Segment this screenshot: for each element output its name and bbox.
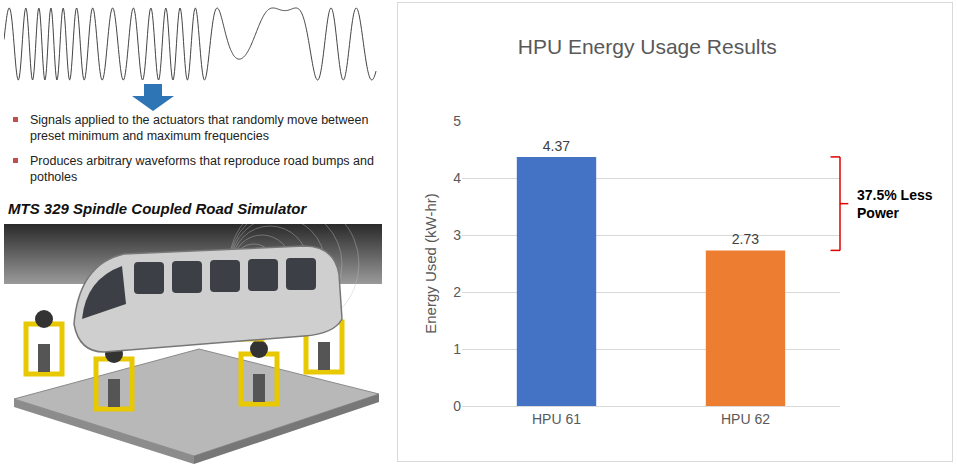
svg-text:37.5% LessPower: 37.5% LessPower — [857, 187, 933, 221]
svg-text:2.73: 2.73 — [732, 231, 759, 247]
svg-text:3: 3 — [453, 227, 461, 243]
svg-text:2: 2 — [453, 284, 461, 300]
svg-text:HPU 61: HPU 61 — [532, 411, 581, 427]
svg-text:0: 0 — [453, 398, 461, 414]
svg-text:HPU Energy Usage Results: HPU Energy Usage Results — [518, 35, 777, 58]
html-text:Signals applied to the actuato: Signals applied to the actuators that ra… — [30, 113, 369, 143]
svg-text:1: 1 — [453, 341, 461, 357]
svg-text:HPU 62: HPU 62 — [721, 411, 770, 427]
html-text:Produces arbitrary waveforms t: Produces arbitrary waveforms that reprod… — [30, 154, 374, 184]
svg-text:4: 4 — [453, 170, 461, 186]
svg-text:Energy Used (kW-hr): Energy Used (kW-hr) — [422, 193, 439, 334]
svg-text:4.37: 4.37 — [543, 138, 570, 154]
html-text:MTS 329 Spindle Coupled Road S: MTS 329 Spindle Coupled Road Simulator — [8, 200, 307, 217]
svg-text:5: 5 — [453, 113, 461, 129]
